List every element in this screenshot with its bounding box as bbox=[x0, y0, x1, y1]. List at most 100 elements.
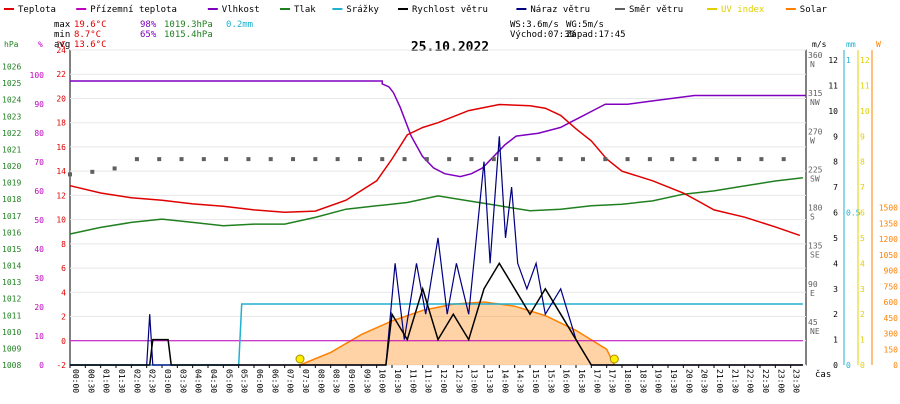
x-tick-label: 10:00 bbox=[378, 369, 387, 393]
solar-tick-label: 150 bbox=[884, 345, 899, 354]
stats-min-label: min bbox=[54, 30, 70, 40]
stats-hum-min: 65% bbox=[140, 30, 157, 40]
x-tick-label: 15:30 bbox=[546, 369, 555, 393]
wind-dir-point bbox=[647, 157, 652, 162]
dir-tick-deg: 315 bbox=[808, 89, 823, 98]
pressure-tick-label: 1025 bbox=[2, 79, 21, 88]
wind-dir-point bbox=[759, 157, 764, 162]
dir-tick-label: S bbox=[810, 213, 815, 222]
temp-tick-label: 2 bbox=[61, 313, 66, 322]
x-tick-label: 14:30 bbox=[516, 369, 525, 393]
wind-dir-point bbox=[447, 157, 452, 162]
wind-dir-point bbox=[246, 157, 251, 162]
pressure-tick-label: 1022 bbox=[2, 129, 21, 138]
pressure-tick-label: 1017 bbox=[2, 212, 21, 221]
pressure-tick-label: 1019 bbox=[2, 179, 21, 188]
wind-dir-point bbox=[737, 157, 742, 162]
wind-tick-label: 0 bbox=[833, 361, 838, 370]
solar-tick-label: 900 bbox=[884, 267, 899, 276]
wind-dir-point bbox=[313, 157, 318, 162]
legend-entry: UV index bbox=[721, 5, 765, 15]
x-tick-label: 14:00 bbox=[500, 369, 509, 393]
pressure-unit: hPa bbox=[4, 40, 19, 49]
x-tick-label: 20:30 bbox=[700, 369, 709, 393]
stats-temp-max: 19.6°C bbox=[74, 20, 107, 30]
wind-dir-point bbox=[90, 169, 95, 174]
x-tick-label: 05:30 bbox=[240, 369, 249, 393]
wind-dir-point bbox=[134, 157, 139, 162]
wind-dir-point bbox=[402, 157, 407, 162]
wind-dir-point bbox=[157, 157, 162, 162]
wind-tick-label: 5 bbox=[833, 234, 838, 243]
x-tick-label: 18:30 bbox=[638, 369, 647, 393]
solar-unit: W bbox=[876, 40, 881, 49]
uv-tick-label: 9 bbox=[860, 132, 865, 141]
x-tick-label: 02:00 bbox=[132, 369, 141, 393]
wind-dir-point bbox=[781, 157, 786, 162]
x-tick-label: 01:30 bbox=[117, 369, 126, 393]
wind-dir-point bbox=[670, 157, 675, 162]
stats-press-max: 1019.3hPa bbox=[164, 20, 213, 30]
temp-tick-label: 14 bbox=[56, 167, 66, 176]
dir-tick-label: NE bbox=[810, 327, 820, 336]
x-tick-label: 13:30 bbox=[485, 369, 494, 393]
wind-tick-label: 7 bbox=[833, 183, 838, 192]
stats-temp-min: 8.7°C bbox=[74, 30, 101, 40]
pressure-line bbox=[69, 176, 803, 235]
x-tick-label: 22:00 bbox=[746, 369, 755, 393]
solar-tick-label: 300 bbox=[884, 330, 899, 339]
x-tick-label: 23:30 bbox=[792, 369, 801, 393]
pressure-tick-label: 1014 bbox=[2, 262, 21, 271]
wind-dir-point bbox=[68, 172, 72, 177]
wind-dir-point bbox=[580, 157, 585, 162]
x-tick-label: 00:00 bbox=[71, 369, 80, 393]
humidity-tick-label: 70 bbox=[34, 158, 44, 167]
uv-tick-label: 5 bbox=[860, 234, 865, 243]
wind-dir-point bbox=[558, 157, 563, 162]
uv-marker bbox=[609, 354, 619, 364]
temp-tick-label: 10 bbox=[56, 216, 66, 225]
pressure-tick-label: 1023 bbox=[2, 112, 21, 121]
dir-tick-deg: 90 bbox=[808, 280, 818, 289]
temp-tick-label: -2 bbox=[56, 361, 66, 370]
temperature-line bbox=[69, 103, 801, 237]
wind-tick-label: 2 bbox=[833, 310, 838, 319]
x-tick-label: 07:30 bbox=[301, 369, 310, 393]
rain-tick-label: 1 bbox=[846, 56, 851, 65]
pressure-tick-label: 1016 bbox=[2, 228, 21, 237]
x-tick-label: 19:30 bbox=[669, 369, 678, 393]
stats-rain: 0.2mm bbox=[226, 20, 253, 30]
temp-tick-label: 8 bbox=[61, 240, 66, 249]
temp-tick-label: 16 bbox=[56, 143, 66, 152]
wind-dir-point bbox=[625, 157, 630, 162]
x-axis-label: čas bbox=[815, 369, 831, 380]
temp-unit: °C bbox=[56, 40, 66, 49]
x-tick-label: 15:00 bbox=[531, 369, 540, 393]
stats-max-label: max bbox=[54, 20, 71, 30]
uv-tick-label: 3 bbox=[860, 285, 865, 294]
pressure-tick-label: 1020 bbox=[2, 162, 21, 171]
info-sunset: Západ:17:45 bbox=[566, 30, 626, 40]
plot-area bbox=[68, 80, 806, 366]
dir-tick-deg: 180 bbox=[808, 204, 823, 213]
pressure-tick-label: 1018 bbox=[2, 195, 21, 204]
humidity-tick-label: 20 bbox=[34, 303, 44, 312]
wind-tick-label: 12 bbox=[828, 56, 838, 65]
pressure-tick-label: 1026 bbox=[2, 63, 21, 72]
x-tick-label: 17:00 bbox=[592, 369, 601, 393]
legend-entry: Teplota bbox=[18, 5, 56, 15]
uv-marker bbox=[295, 354, 305, 364]
x-tick-label: 19:00 bbox=[654, 369, 663, 393]
stats-press-min: 1015.4hPa bbox=[164, 30, 213, 40]
rain-tick-label: 0.5 bbox=[846, 209, 861, 218]
legend-entry: Přízemní teplota bbox=[90, 5, 177, 15]
x-tick-label: 03:00 bbox=[163, 369, 172, 393]
x-tick-label: 01:00 bbox=[102, 369, 111, 393]
legend-entry: Směr větru bbox=[629, 5, 683, 15]
x-tick-label: 22:30 bbox=[761, 369, 770, 393]
wind-tick-label: 8 bbox=[833, 158, 838, 167]
humidity-tick-label: 80 bbox=[34, 129, 44, 138]
x-tick-label: 09:30 bbox=[362, 369, 371, 393]
wind-tick-label: 10 bbox=[828, 107, 838, 116]
